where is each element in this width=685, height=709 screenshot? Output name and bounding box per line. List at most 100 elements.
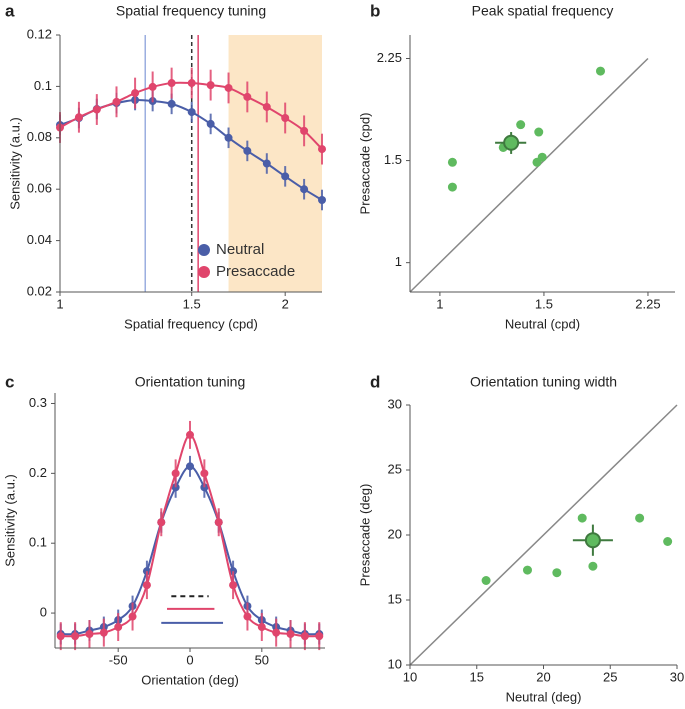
data-point (128, 612, 137, 621)
data-point (142, 581, 151, 590)
y-tick-label: 0.06 (27, 181, 52, 196)
data-point (167, 79, 176, 88)
data-point (114, 623, 123, 632)
data-point (229, 581, 238, 590)
y-tick-label: 0.12 (27, 26, 52, 41)
legend-label: Presaccade (216, 263, 295, 280)
data-point (318, 195, 326, 204)
data-point (200, 469, 209, 478)
data-point (552, 568, 562, 578)
data-point (92, 105, 101, 114)
data-point (534, 127, 544, 137)
data-point (131, 89, 140, 98)
data-point (286, 630, 295, 639)
chart-title: Spatial frequency tuning (116, 3, 266, 19)
data-point (300, 185, 309, 194)
data-point (257, 623, 266, 632)
data-point (187, 79, 196, 88)
panel-letter: d (370, 372, 380, 391)
data-point (318, 145, 326, 154)
data-point (206, 81, 215, 90)
chart-title: Orientation tuning (135, 374, 246, 390)
chart-title: Peak spatial frequency (472, 3, 614, 19)
x-tick-label: 25 (603, 669, 617, 684)
data-point (596, 66, 606, 76)
y-tick-label: 15 (388, 591, 402, 606)
y-axis-label: Presaccade (cpd) (357, 113, 372, 215)
x-tick-label: 1.5 (183, 296, 201, 311)
data-point (187, 108, 196, 117)
data-point (167, 99, 176, 108)
mean-point (584, 532, 601, 549)
data-point (243, 612, 252, 621)
x-tick-label: 0 (186, 652, 193, 667)
data-point (481, 576, 491, 585)
x-axis-label: Neutral (cpd) (505, 316, 580, 331)
y-axis-label: Sensitivity (a.u.) (2, 474, 17, 566)
identity-line (409, 57, 649, 293)
x-axis-label: Neutral (deg) (506, 689, 582, 704)
mean-point (503, 134, 520, 151)
x-tick-label: 50 (255, 652, 269, 667)
legend-marker (198, 266, 210, 278)
legend-label: Neutral (216, 241, 264, 258)
data-point (56, 632, 65, 641)
x-axis-label: Orientation (deg) (141, 672, 239, 687)
x-tick-label: 20 (536, 669, 550, 684)
panel-letter: c (5, 372, 14, 391)
x-tick-label: 1 (436, 296, 443, 311)
y-tick-label: 0.3 (29, 395, 47, 410)
x-tick-label: 2.25 (635, 296, 660, 311)
data-point (148, 82, 157, 91)
data-point (243, 146, 252, 155)
chart-title: Orientation tuning width (470, 374, 617, 390)
data-point (522, 565, 532, 575)
x-tick-label: 1.5 (535, 296, 553, 311)
x-tick-label: 30 (670, 669, 684, 684)
data-point (85, 630, 94, 639)
y-tick-label: 0 (40, 605, 47, 620)
data-point (112, 97, 121, 106)
x-axis-label: Spatial frequency (cpd) (124, 316, 258, 331)
y-tick-label: 1 (395, 254, 402, 269)
y-tick-label: 30 (388, 396, 402, 411)
data-point (224, 83, 233, 92)
y-tick-label: 2.25 (377, 50, 402, 65)
data-point (262, 102, 271, 111)
data-point (516, 120, 526, 130)
data-point (635, 513, 645, 523)
data-point (272, 628, 281, 637)
y-tick-label: 25 (388, 461, 402, 476)
x-tick-label: 15 (470, 669, 484, 684)
x-tick-label: -50 (109, 652, 128, 667)
data-point (74, 113, 83, 122)
y-tick-label: 0.08 (27, 129, 52, 144)
data-point (300, 632, 309, 641)
data-point (588, 561, 598, 571)
x-tick-label: 1 (56, 296, 63, 311)
data-point (157, 518, 166, 527)
x-tick-label: 10 (403, 669, 417, 684)
data-point (171, 469, 180, 478)
data-point (186, 462, 194, 471)
data-point (300, 126, 309, 135)
y-axis-label: Presaccade (deg) (357, 484, 372, 587)
data-point (447, 157, 457, 167)
data-point (315, 632, 324, 641)
data-point (243, 92, 252, 101)
data-point (71, 632, 80, 641)
data-point (281, 172, 290, 181)
data-point (577, 513, 587, 523)
y-tick-label: 0.1 (34, 78, 52, 93)
legend-marker (198, 244, 210, 256)
identity-line (409, 404, 678, 666)
data-point (224, 133, 233, 142)
y-axis-label: Sensitivity (a.u.) (7, 117, 22, 209)
data-point (99, 628, 108, 637)
data-point (206, 119, 215, 128)
data-point (214, 518, 223, 527)
data-point (663, 537, 673, 546)
y-tick-label: 20 (388, 526, 402, 541)
data-point (537, 152, 547, 162)
